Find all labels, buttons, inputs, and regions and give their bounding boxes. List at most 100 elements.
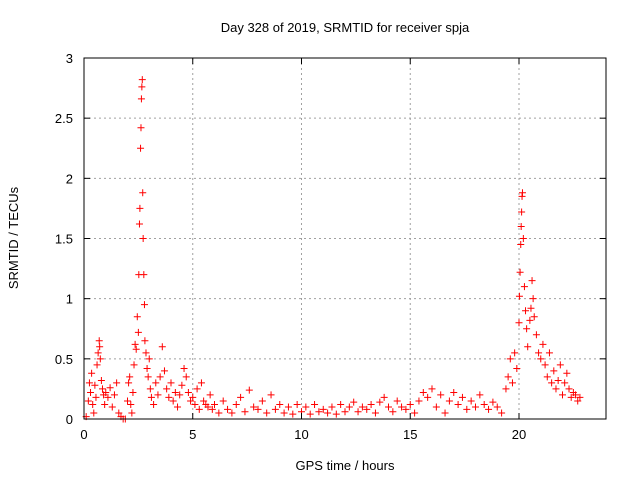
data-point: [324, 409, 332, 417]
data-point: [130, 361, 138, 369]
data-point: [315, 408, 323, 416]
data-point: [515, 319, 523, 327]
data-point: [515, 292, 523, 300]
data-point: [328, 403, 336, 411]
data-point: [576, 393, 584, 401]
data-point: [163, 385, 171, 393]
data-point: [115, 409, 123, 417]
data-point: [539, 340, 547, 348]
data-point: [524, 343, 532, 351]
data-point: [567, 393, 575, 401]
data-point: [393, 397, 401, 405]
data-point: [432, 403, 440, 411]
data-point: [139, 235, 147, 242]
data-point: [504, 373, 512, 381]
data-point: [84, 397, 92, 405]
data-point: [517, 241, 525, 249]
data-point: [141, 337, 149, 345]
data-point: [154, 391, 162, 399]
data-point: [187, 397, 195, 405]
axis-ticks: [83, 57, 606, 420]
data-point: [293, 401, 301, 409]
data-point: [415, 397, 423, 405]
data-point: [537, 355, 545, 363]
data-point: [152, 379, 160, 387]
data-point: [441, 409, 449, 417]
data-point: [428, 385, 436, 393]
data-point: [131, 340, 139, 348]
data-point: [458, 393, 466, 401]
data-point: [561, 379, 569, 387]
data-point: [516, 268, 524, 276]
data-point: [528, 277, 536, 285]
data-point: [284, 403, 292, 411]
data-point: [406, 401, 414, 409]
data-point: [232, 401, 240, 409]
data-point: [95, 337, 103, 345]
data-point: [489, 398, 497, 406]
data-point: [402, 405, 410, 413]
data-point: [480, 401, 488, 409]
data-point: [485, 405, 493, 413]
data-point: [142, 349, 150, 357]
data-point: [237, 393, 245, 401]
data-point: [140, 301, 148, 309]
data-point: [165, 393, 173, 401]
data-point: [85, 379, 93, 387]
y-tick-label: 0.5: [55, 352, 73, 367]
data-point: [88, 369, 96, 377]
data-point: [245, 386, 253, 394]
data-point: [563, 369, 571, 377]
y-tick-label: 0: [66, 412, 73, 427]
data-point: [135, 220, 143, 228]
data-point: [526, 316, 534, 324]
data-point: [254, 405, 262, 413]
data-point: [506, 355, 514, 363]
data-point: [517, 222, 525, 230]
data-point: [93, 361, 101, 369]
data-point: [371, 409, 379, 417]
data-point: [176, 391, 184, 399]
data-point: [271, 405, 279, 413]
data-point: [445, 397, 453, 405]
data-point: [398, 403, 406, 411]
data-point: [258, 397, 266, 405]
data-point: [548, 379, 556, 387]
data-point: [106, 384, 114, 392]
data-point: [559, 391, 566, 399]
data-point: [126, 373, 134, 381]
x-tick-label: 5: [189, 427, 196, 442]
data-point: [508, 379, 516, 387]
data-point: [527, 304, 535, 312]
data-point: [124, 397, 131, 405]
data-point: [467, 397, 475, 405]
data-point: [193, 385, 201, 393]
data-point: [128, 409, 136, 417]
y-tick-label: 3: [66, 51, 73, 66]
data-point: [419, 389, 427, 397]
data-point: [184, 389, 192, 397]
x-tick-label: 15: [403, 427, 417, 442]
y-tick-label: 1.5: [55, 232, 73, 247]
data-point: [228, 409, 236, 417]
data-point: [535, 349, 543, 357]
data-point: [102, 389, 110, 397]
data-point: [302, 403, 310, 411]
data-point: [146, 385, 154, 393]
data-point: [552, 385, 560, 393]
data-point: [550, 367, 558, 375]
data-point: [189, 393, 197, 401]
data-point: [543, 373, 551, 381]
y-axis-label: SRMTID / TECUs: [6, 186, 21, 289]
data-point: [145, 355, 153, 363]
data-point: [389, 408, 397, 416]
data-point: [87, 389, 95, 397]
data-point: [98, 385, 106, 393]
grid: [84, 58, 606, 419]
data-point: [219, 397, 227, 405]
data-point: [125, 379, 133, 387]
data-point: [224, 405, 232, 413]
data-point: [250, 403, 258, 411]
data-point: [139, 189, 147, 197]
data-point: [206, 391, 214, 399]
